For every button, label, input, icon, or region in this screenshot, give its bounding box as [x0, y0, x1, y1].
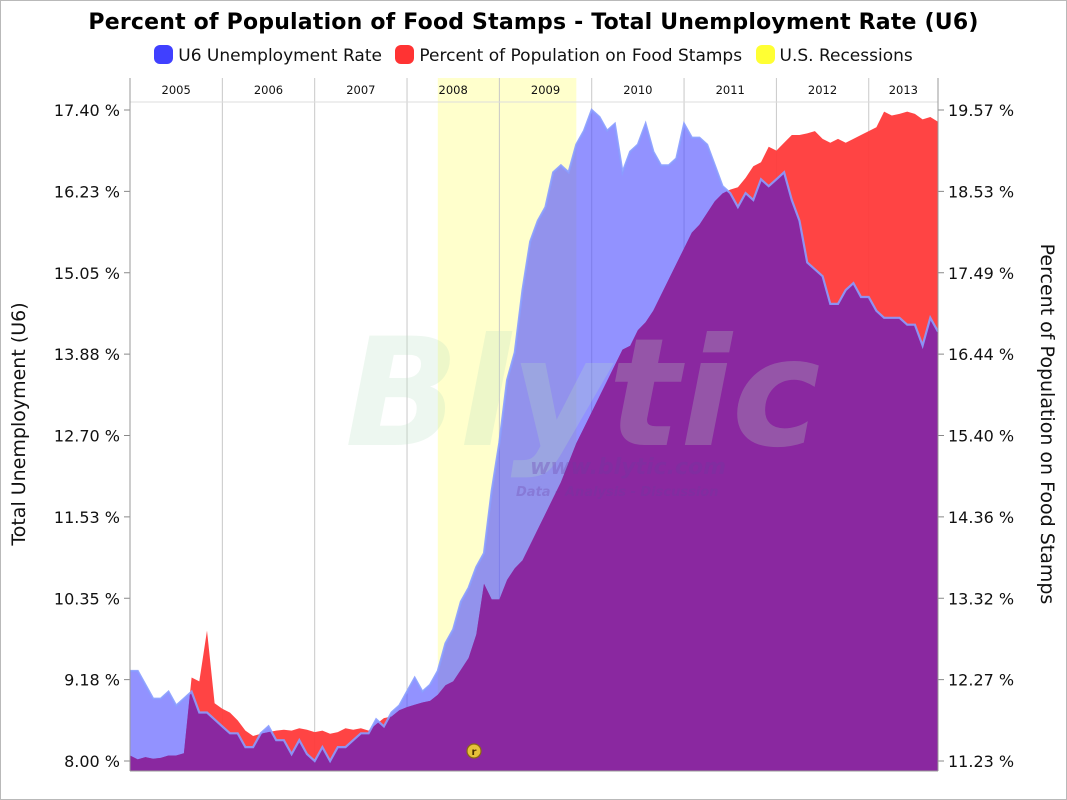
y-tick-label-right-0: 11.23 %: [948, 752, 1014, 771]
y-tick-label-right-2: 13.32 %: [948, 589, 1014, 608]
y-tick-label-right-6: 17.49 %: [948, 264, 1014, 283]
legend: U6 Unemployment Rate Percent of Populati…: [0, 45, 1067, 66]
year-label-2008: 2008: [439, 83, 468, 97]
y-tick-label-left-6: 15.05 %: [54, 264, 120, 283]
y-tick-label-right-8: 19.57 %: [948, 101, 1014, 120]
marker-glyph-icon: r: [472, 747, 477, 758]
year-label-2010: 2010: [623, 83, 652, 97]
y-axis-title-right: Percent of Population on Food Stamps: [1036, 244, 1058, 605]
year-label-2007: 2007: [346, 83, 375, 97]
year-label-2009: 2009: [531, 83, 560, 97]
year-label-2013: 2013: [889, 83, 918, 97]
y-tick-label-right-5: 16.44 %: [948, 345, 1014, 364]
y-tick-label-left-7: 16.23 %: [54, 182, 120, 201]
chart-title: Percent of Population of Food Stamps - T…: [88, 10, 979, 35]
y-tick-label-right-7: 18.53 %: [948, 182, 1014, 201]
y-tick-label-left-8: 17.40 %: [54, 101, 120, 120]
watermark-url: www.blytic.com: [530, 455, 726, 480]
y-tick-label-left-0: 8.00 %: [64, 752, 120, 771]
recession-marker[interactable]: r: [466, 743, 482, 759]
legend-label-food-stamps: Percent of Population on Food Stamps: [419, 46, 743, 66]
year-label-2006: 2006: [254, 83, 283, 97]
y-tick-label-left-2: 10.35 %: [54, 589, 120, 608]
year-label-2012: 2012: [808, 83, 837, 97]
marker-circle-icon[interactable]: [466, 743, 482, 759]
legend-item-food-stamps[interactable]: Percent of Population on Food Stamps: [395, 45, 742, 66]
legend-item-u6[interactable]: U6 Unemployment Rate: [154, 45, 382, 66]
legend-label-u6: U6 Unemployment Rate: [178, 46, 382, 66]
line-u6: [130, 108, 938, 764]
legend-swatch-u6: [154, 45, 174, 64]
legend-swatch-food-stamps: [395, 45, 415, 64]
year-label-2005: 2005: [162, 83, 191, 97]
y-tick-label-left-3: 11.53 %: [54, 508, 120, 527]
y-tick-label-left-1: 9.18 %: [64, 671, 120, 690]
legend-label-recessions: U.S. Recessions: [779, 46, 913, 66]
year-label-2011: 2011: [716, 83, 745, 97]
y-axis-title-left: Total Unemployment (U6): [8, 302, 30, 546]
legend-item-recessions[interactable]: U.S. Recessions: [755, 45, 913, 66]
y-tick-label-left-5: 13.88 %: [54, 345, 120, 364]
y-tick-label-right-3: 14.36 %: [948, 508, 1014, 527]
y-tick-label-right-4: 15.40 %: [948, 427, 1014, 446]
legend-swatch-recessions: [755, 45, 775, 64]
watermark-tagline: Data - Analysis - Discussion: [516, 485, 718, 500]
y-tick-label-left-4: 12.70 %: [54, 427, 120, 446]
watermark-logo: Blytic: [345, 307, 821, 481]
y-tick-label-right-1: 12.27 %: [948, 671, 1014, 690]
area-overlap: [130, 111, 938, 771]
